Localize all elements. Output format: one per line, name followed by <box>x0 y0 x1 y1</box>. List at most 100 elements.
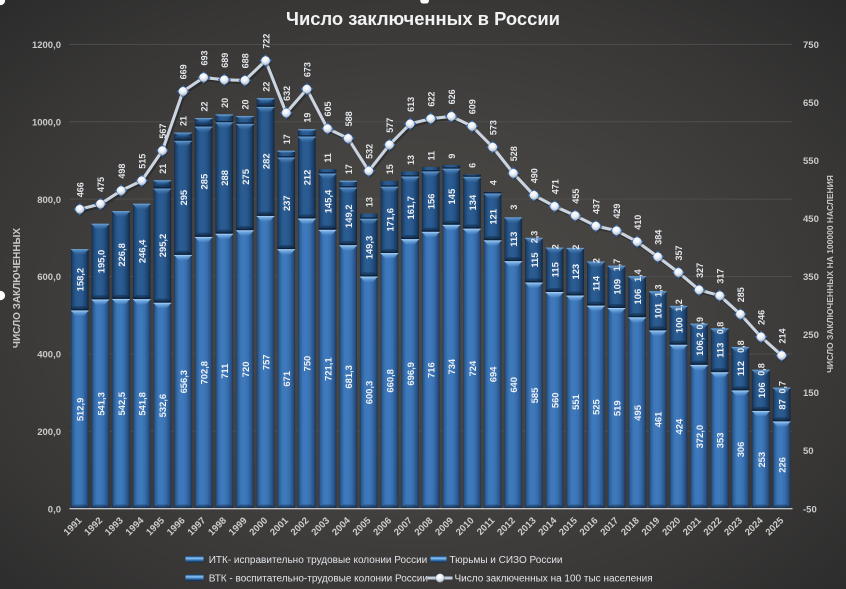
svg-text:17: 17 <box>344 164 354 174</box>
svg-text:2: 2 <box>571 245 581 250</box>
svg-text:250: 250 <box>803 330 819 341</box>
svg-text:455: 455 <box>571 189 581 204</box>
svg-text:750: 750 <box>803 40 819 51</box>
svg-text:716: 716 <box>426 362 437 378</box>
svg-text:100: 100 <box>673 317 684 333</box>
svg-text:357: 357 <box>674 245 684 260</box>
svg-text:145: 145 <box>446 189 457 205</box>
svg-text:400,0: 400,0 <box>37 350 61 361</box>
svg-text:461: 461 <box>653 412 664 428</box>
svg-text:306: 306 <box>735 442 746 458</box>
svg-text:22: 22 <box>199 101 209 111</box>
svg-text:0,7: 0,7 <box>777 381 787 394</box>
svg-text:156: 156 <box>426 194 437 210</box>
svg-text:109: 109 <box>611 279 622 295</box>
svg-text:288: 288 <box>219 170 230 186</box>
svg-text:158,2: 158,2 <box>75 268 86 291</box>
svg-text:87: 87 <box>776 399 787 409</box>
svg-text:149,2: 149,2 <box>343 204 354 227</box>
svg-text:106,2: 106,2 <box>694 332 705 355</box>
svg-text:ВТК - воспитательно-трудовые к: ВТК - воспитательно-трудовые колонии Рос… <box>209 574 428 585</box>
svg-text:6: 6 <box>468 163 478 168</box>
svg-text:21: 21 <box>158 164 168 174</box>
svg-text:295: 295 <box>178 190 189 206</box>
svg-text:626: 626 <box>447 89 457 104</box>
svg-text:724: 724 <box>467 360 478 376</box>
svg-text:101: 101 <box>653 303 664 319</box>
svg-text:1,3: 1,3 <box>654 284 664 297</box>
svg-text:656,3: 656,3 <box>178 370 189 393</box>
svg-text:541,8: 541,8 <box>137 392 148 415</box>
svg-text:0,8: 0,8 <box>757 363 767 376</box>
svg-text:622: 622 <box>426 92 436 107</box>
svg-text:577: 577 <box>385 118 395 133</box>
svg-text:121: 121 <box>487 209 498 225</box>
svg-text:490: 490 <box>530 168 540 183</box>
svg-text:20: 20 <box>220 98 230 108</box>
svg-text:722: 722 <box>261 34 271 49</box>
svg-text:ЧИСЛО ЗАКЛЮЧЕННЫХ НА 100000 НА: ЧИСЛО ЗАКЛЮЧЕННЫХ НА 100000 НАСЛЕНИЯ <box>825 175 835 373</box>
svg-text:106: 106 <box>756 382 767 398</box>
svg-text:285: 285 <box>736 287 746 302</box>
svg-text:353: 353 <box>715 433 726 449</box>
svg-text:200,0: 200,0 <box>37 427 61 438</box>
svg-text:384: 384 <box>654 230 664 245</box>
svg-text:512,9: 512,9 <box>75 398 86 421</box>
svg-text:9: 9 <box>447 154 457 159</box>
svg-text:660,8: 660,8 <box>384 369 395 392</box>
svg-text:19: 19 <box>303 113 313 123</box>
svg-text:437: 437 <box>592 199 602 214</box>
svg-text:13: 13 <box>406 155 416 165</box>
svg-text:4: 4 <box>488 180 498 185</box>
svg-text:226: 226 <box>776 457 787 473</box>
svg-text:542,5: 542,5 <box>116 392 127 415</box>
svg-text:145,4: 145,4 <box>322 189 333 213</box>
svg-text:1000,0: 1000,0 <box>32 117 61 128</box>
svg-text:567: 567 <box>158 124 168 139</box>
svg-text:450: 450 <box>803 214 819 225</box>
svg-text:560: 560 <box>549 392 560 408</box>
svg-text:11: 11 <box>426 151 436 161</box>
svg-text:693: 693 <box>199 50 209 65</box>
svg-text:22: 22 <box>261 82 271 92</box>
svg-text:115: 115 <box>549 262 560 277</box>
svg-text:694: 694 <box>487 366 498 382</box>
svg-text:134: 134 <box>467 194 478 210</box>
svg-text:573: 573 <box>488 120 498 135</box>
svg-text:115: 115 <box>529 253 540 268</box>
svg-text:532,6: 532,6 <box>157 394 168 417</box>
svg-text:585: 585 <box>529 388 540 404</box>
svg-text:11: 11 <box>323 153 333 163</box>
svg-text:410: 410 <box>633 215 643 230</box>
svg-text:226,8: 226,8 <box>116 243 127 266</box>
svg-text:528: 528 <box>509 146 519 161</box>
svg-text:317: 317 <box>715 269 725 284</box>
svg-text:15: 15 <box>385 164 395 174</box>
svg-text:171,6: 171,6 <box>384 208 395 231</box>
svg-text:1,4: 1,4 <box>633 269 643 282</box>
svg-text:20: 20 <box>241 99 251 109</box>
svg-text:711: 711 <box>219 364 230 379</box>
svg-text:212: 212 <box>302 170 313 186</box>
svg-text:0,8: 0,8 <box>715 322 725 335</box>
svg-text:113: 113 <box>715 343 726 358</box>
svg-text:1,2: 1,2 <box>674 299 684 312</box>
svg-text:214: 214 <box>777 328 787 343</box>
svg-text:0,0: 0,0 <box>48 504 61 515</box>
svg-text:550: 550 <box>803 156 819 167</box>
svg-text:424: 424 <box>673 418 684 434</box>
svg-text:519: 519 <box>611 400 622 416</box>
svg-text:541,3: 541,3 <box>95 392 106 415</box>
svg-text:106: 106 <box>632 289 643 305</box>
svg-text:600,0: 600,0 <box>37 272 61 283</box>
svg-text:609: 609 <box>468 99 478 114</box>
svg-text:Число заключенных на 100 тыс н: Число заключенных на 100 тыс населения <box>455 574 653 585</box>
svg-text:475: 475 <box>96 177 106 192</box>
svg-text:112: 112 <box>735 361 746 376</box>
svg-text:13: 13 <box>365 197 375 207</box>
svg-text:1,7: 1,7 <box>612 259 622 272</box>
svg-text:285: 285 <box>198 174 209 190</box>
svg-text:688: 688 <box>241 53 251 68</box>
svg-text:246,4: 246,4 <box>137 239 148 263</box>
svg-text:696,9: 696,9 <box>405 362 416 385</box>
